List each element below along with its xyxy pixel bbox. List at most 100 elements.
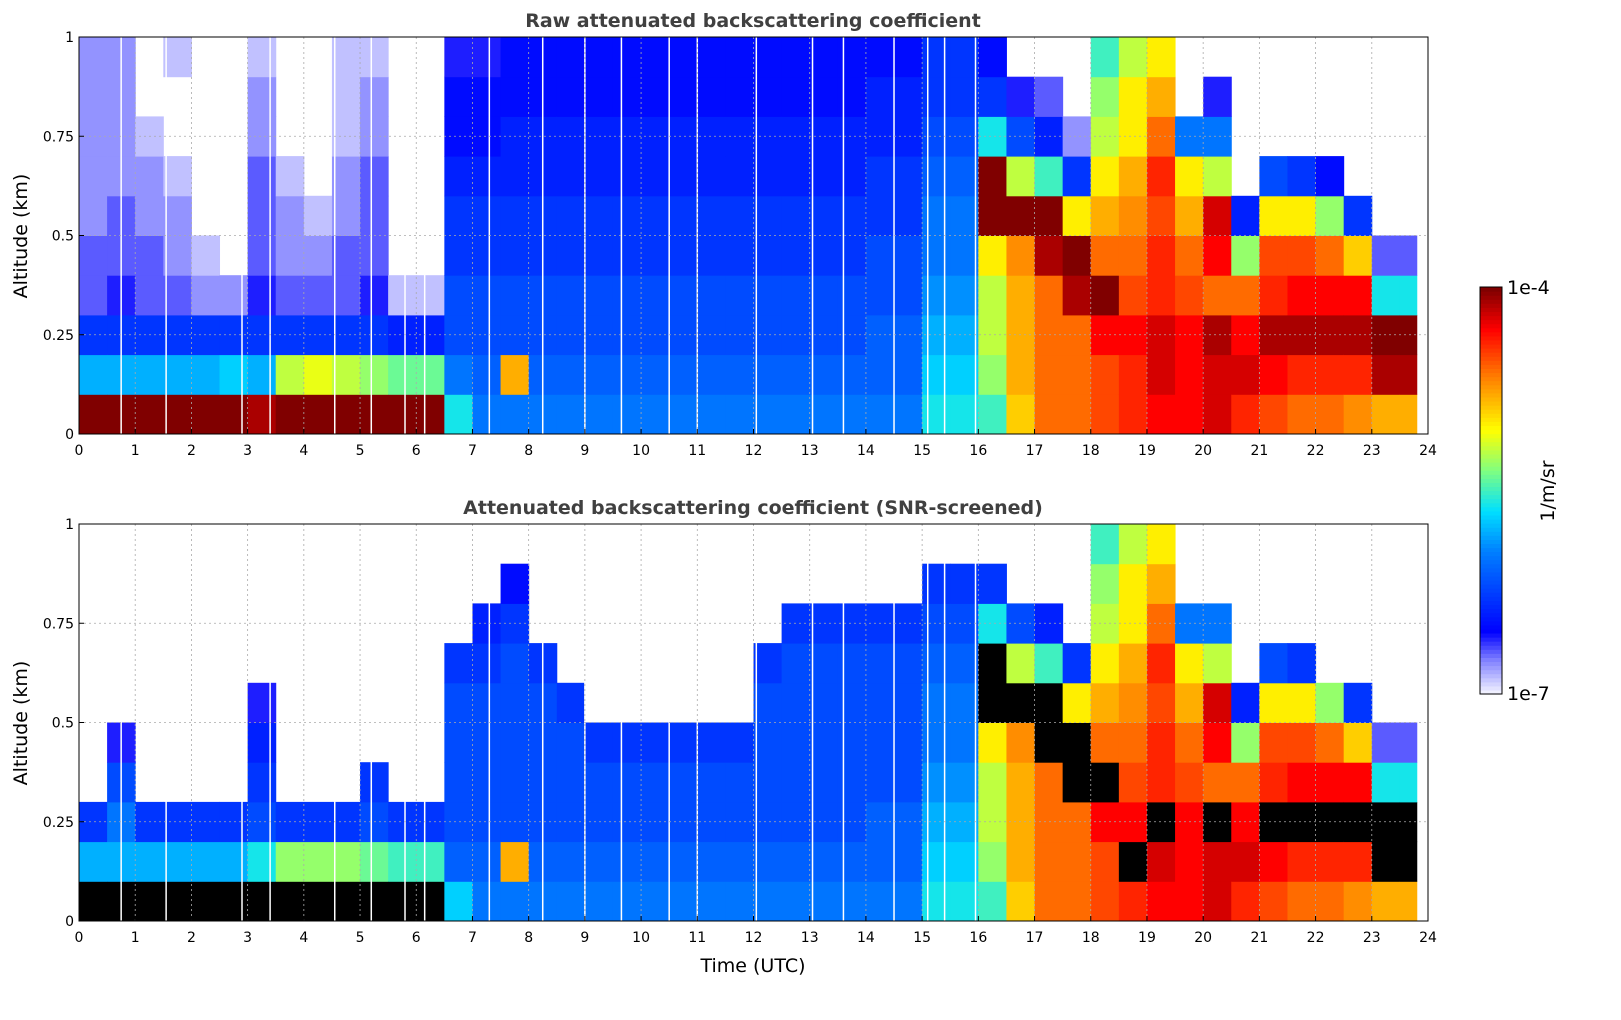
- colorbar-swatch: [1480, 421, 1502, 426]
- colorbar-swatch: [1480, 555, 1502, 561]
- heatmap-cell: [79, 881, 108, 922]
- heatmap-cell: [865, 881, 895, 922]
- x-tick-label: 8: [524, 930, 533, 946]
- heatmap-cell: [922, 801, 951, 843]
- y-axis-label-raw: Altitude (km): [10, 174, 32, 299]
- heatmap-cell: [865, 37, 895, 78]
- x-tick-label: 9: [580, 930, 589, 946]
- heatmap-cell: [865, 722, 895, 763]
- heatmap-cell: [416, 394, 445, 435]
- heatmap-cell: [444, 881, 473, 922]
- y-tick-label: 0.5: [52, 716, 74, 732]
- heatmap-cell: [612, 722, 642, 763]
- heatmap-cell: [556, 394, 586, 435]
- heatmap-cell: [669, 762, 698, 803]
- heatmap-cell: [556, 195, 586, 236]
- heatmap-cell: [753, 762, 783, 803]
- colorbar-unit-label: 1/m/sr: [1537, 460, 1559, 521]
- heatmap-cell: [1315, 354, 1345, 395]
- heatmap-cell: [163, 841, 192, 882]
- heatmap-cell: [556, 235, 586, 276]
- heatmap-cell: [444, 643, 473, 684]
- heatmap-cell: [894, 116, 923, 157]
- heatmap-cell: [444, 156, 473, 197]
- heatmap-cell: [1231, 762, 1260, 803]
- colorbar-swatch: [1480, 612, 1502, 618]
- heatmap-cell: [1062, 156, 1092, 197]
- heatmap-cell: [79, 37, 108, 78]
- heatmap-cell: [303, 275, 333, 316]
- heatmap-cell: [247, 314, 277, 356]
- heatmap-cell: [1146, 116, 1176, 157]
- heatmap-cell: [556, 314, 586, 356]
- heatmap-cell: [584, 37, 614, 78]
- colorbar-swatch: [1480, 486, 1502, 492]
- heatmap-cell: [444, 37, 473, 78]
- x-tick-label: 1: [131, 930, 140, 946]
- heatmap-cell: [1062, 394, 1092, 435]
- heatmap-cell: [612, 195, 642, 236]
- heatmap-cell: [950, 156, 979, 197]
- heatmap-cell: [809, 354, 839, 395]
- heatmap-cell: [753, 841, 783, 882]
- colorbar-swatch: [1480, 376, 1502, 382]
- heatmap-cell: [1034, 76, 1064, 117]
- heatmap-cell: [500, 563, 530, 604]
- heatmap-cell: [584, 156, 614, 197]
- heatmap-cell: [669, 235, 698, 276]
- heatmap-cell: [781, 762, 811, 803]
- heatmap-cell: [978, 603, 1007, 644]
- heatmap-cell: [1118, 722, 1148, 763]
- heatmap-cell: [360, 195, 389, 236]
- colorbar-swatch: [1480, 624, 1502, 630]
- colorbar-swatch: [1480, 413, 1502, 418]
- heatmap-cell: [894, 801, 923, 843]
- heatmap-cell: [1146, 156, 1176, 197]
- heatmap-cell: [612, 394, 642, 435]
- heatmap-cell: [781, 841, 811, 882]
- heatmap-cell: [247, 235, 277, 276]
- heatmap-cell: [275, 275, 305, 316]
- panel-raw: 0 1 2 3 4 5 6 7 8 9 10 11 12 13 14 15 16 17 18 19 20 21 22 23 24…: [43, 30, 1437, 459]
- heatmap-cell: [1062, 116, 1092, 157]
- heatmap-cell: [1287, 314, 1317, 356]
- colorbar-swatch: [1480, 396, 1502, 402]
- heatmap-cell: [1175, 643, 1204, 684]
- heatmap-cell: [163, 354, 192, 395]
- heatmap-cell: [922, 762, 951, 803]
- colorbar-swatch: [1480, 311, 1502, 317]
- x-tick-label: 6: [412, 443, 421, 459]
- heatmap-cell: [1118, 682, 1148, 723]
- heatmap-cell: [809, 643, 839, 684]
- heatmap-cell: [1006, 354, 1036, 395]
- heatmap-cell: [1118, 275, 1148, 316]
- heatmap-cell: [360, 354, 389, 395]
- heatmap-cell: [1006, 722, 1036, 763]
- heatmap-cell: [360, 881, 389, 922]
- heatmap-cell: [1287, 881, 1317, 922]
- heatmap-cell: [641, 76, 670, 117]
- x-tick-label: 10: [632, 443, 650, 459]
- heatmap-cell: [163, 394, 192, 435]
- heatmap-cell: [697, 881, 726, 922]
- colorbar-swatch: [1480, 494, 1502, 500]
- heatmap-cell: [697, 762, 726, 803]
- heatmap-cell: [669, 881, 698, 922]
- heatmap-cell: [1062, 275, 1092, 316]
- heatmap-cell: [1259, 643, 1288, 684]
- heatmap-cell: [697, 801, 726, 843]
- x-tick-label: 18: [1082, 930, 1100, 946]
- heatmap-cell: [922, 643, 951, 684]
- colorbar-swatch: [1480, 470, 1502, 475]
- heatmap-cell: [1371, 235, 1401, 276]
- colorbar-swatch: [1480, 580, 1502, 585]
- heatmap-cell: [472, 235, 502, 276]
- x-tick-label: 14: [857, 930, 875, 946]
- heatmap-cell: [641, 881, 670, 922]
- heatmap-cell: [331, 394, 361, 435]
- colorbar-swatch: [1480, 445, 1502, 451]
- y-tick-label: 0: [65, 427, 74, 443]
- heatmap-cell: [922, 841, 951, 882]
- colorbar-swatch: [1480, 596, 1502, 601]
- heatmap-cell: [360, 762, 389, 803]
